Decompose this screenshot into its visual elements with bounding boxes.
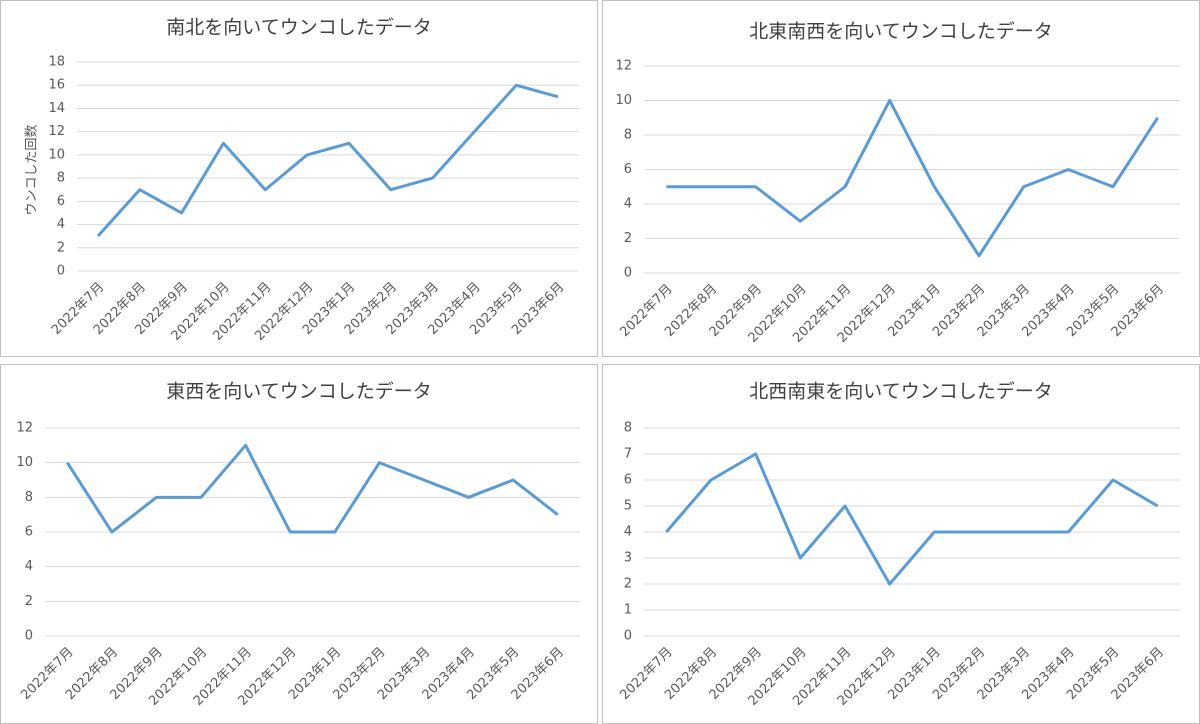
y-tick-label: 0 — [624, 266, 632, 281]
y-tick-label: 6 — [25, 525, 33, 540]
y-tick-label: 4 — [57, 217, 65, 232]
panel — [602, 0, 1200, 357]
chart-title: 東西を向いてウンコしたデータ — [166, 381, 431, 403]
y-tick-label: 8 — [57, 171, 65, 186]
y-tick-label: 12 — [16, 421, 33, 436]
y-tick-label: 10 — [16, 455, 33, 470]
chart-title: 南北を向いてウンコしたデータ — [166, 17, 431, 39]
y-tick-label: 12 — [615, 59, 632, 74]
y-tick-label: 2 — [624, 577, 632, 592]
y-tick-label: 0 — [57, 264, 65, 279]
chart-title: 北西南東を向いてウンコしたデータ — [749, 381, 1052, 403]
chart-title: 北東南西を向いてウンコしたデータ — [749, 21, 1052, 43]
panel — [602, 364, 1200, 724]
y-tick-label: 1 — [624, 603, 632, 618]
y-tick-label: 2 — [25, 594, 33, 609]
data-line — [96, 83, 559, 238]
y-tick-label: 4 — [624, 197, 632, 212]
y-tick-label: 6 — [57, 194, 65, 209]
data-line — [66, 443, 559, 534]
y-tick-label: 4 — [25, 559, 33, 574]
panel — [0, 364, 598, 724]
y-tick-label: 10 — [615, 93, 632, 108]
y-tick-label: 8 — [624, 421, 632, 436]
y-tick-label: 10 — [48, 147, 65, 162]
y-tick-label: 16 — [48, 78, 65, 93]
y-tick-label: 8 — [624, 128, 632, 143]
y-tick-label: 0 — [624, 629, 632, 644]
y-tick-label: 14 — [48, 101, 65, 116]
y-tick-label: 2 — [57, 240, 65, 255]
y-tick-label: 6 — [624, 473, 632, 488]
data-line — [666, 99, 1159, 258]
y-tick-label: 2 — [624, 231, 632, 246]
y-tick-label: 3 — [624, 551, 632, 566]
y-tick-label: 4 — [624, 525, 632, 540]
y-tick-label: 6 — [624, 162, 632, 177]
y-tick-label: 8 — [25, 490, 33, 505]
y-tick-label: 5 — [624, 499, 632, 514]
y-tick-label: 7 — [624, 447, 632, 462]
y-tick-label: 18 — [48, 55, 65, 70]
y-axis-label: ウンコした回数 — [25, 124, 40, 215]
y-tick-label: 0 — [25, 629, 33, 644]
y-tick-label: 12 — [48, 124, 65, 139]
data-line — [665, 452, 1159, 586]
